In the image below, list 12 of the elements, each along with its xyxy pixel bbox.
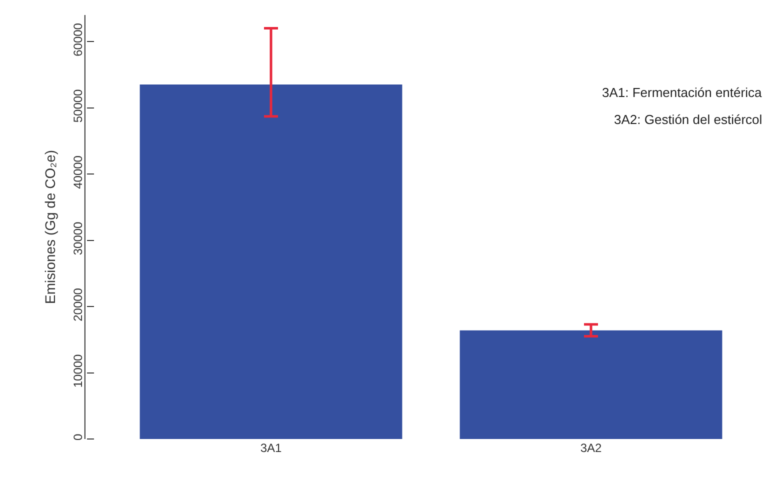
y-tick-label: 30000 <box>71 221 86 256</box>
x-tick-label: 3A1 <box>260 441 282 455</box>
x-tick-label: 3A2 <box>580 441 602 455</box>
y-tick-label: 20000 <box>71 288 86 322</box>
annotation: 3A2: Gestión del estiércol <box>614 112 762 127</box>
y-tick-label: 0 <box>71 434 86 441</box>
y-tick-label: 10000 <box>71 354 86 388</box>
y-tick-label: 40000 <box>71 155 86 189</box>
y-tick-label: 50000 <box>71 88 86 123</box>
annotation: 3A1: Fermentación entérica <box>602 85 762 100</box>
y-tick-label: 60000 <box>71 22 86 56</box>
y-axis-title: Emisiones (Gg de CO₂e) <box>42 150 58 304</box>
